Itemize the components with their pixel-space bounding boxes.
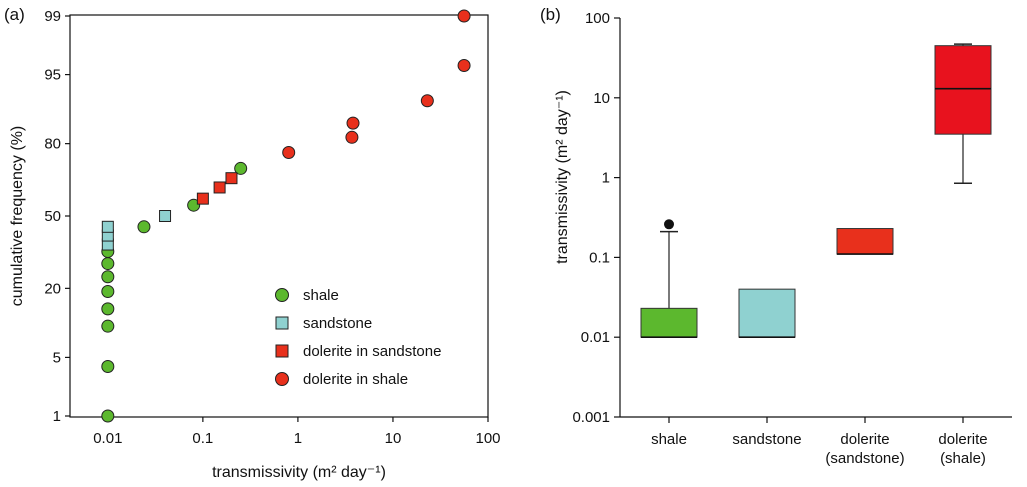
panel-a-y-tick-label-50: 50 bbox=[44, 208, 61, 225]
panel-a-x-tick-label-100: 100 bbox=[475, 430, 500, 447]
box-sandstone bbox=[738, 288, 796, 338]
panel-a-x-ticks: 0.01 0.1 1 10 100 bbox=[93, 417, 501, 447]
panel-a-y-ticks: 1 5 20 50 80 95 99 bbox=[44, 8, 70, 425]
point-shale-5 bbox=[101, 284, 115, 298]
legend-marker-shale bbox=[275, 288, 289, 302]
point-dolerite-in-shale-4 bbox=[420, 94, 434, 108]
box-shale bbox=[640, 307, 698, 338]
panel-b-y-tick-label-0-001: 0.001 bbox=[572, 409, 610, 426]
panel-b-label: (b) bbox=[540, 5, 561, 24]
point-shale-10 bbox=[187, 198, 201, 212]
point-shale-7 bbox=[101, 257, 115, 271]
panel-a: (a) 0.01 0.1 1 10 100 1 5 20 50 80 95 99 transmiss… bbox=[4, 5, 501, 481]
legend-label-shale: shale bbox=[303, 287, 339, 304]
point-sandstone-4 bbox=[159, 210, 172, 222]
panel-a-y-tick-label-5: 5 bbox=[53, 349, 61, 366]
panel-b-category-label-shale: shale bbox=[651, 431, 687, 448]
legend-marker-dolerite-in-shale bbox=[275, 372, 289, 386]
panel-b-category-label-sandstone: sandstone bbox=[732, 431, 801, 448]
legend-label-dolerite-in-shale: dolerite in shale bbox=[303, 371, 408, 388]
panel-a-x-tick-label-0-1: 0.1 bbox=[192, 430, 213, 447]
point-dolerite-in-shale-1 bbox=[282, 145, 296, 159]
panel-b-y-tick-label-0-01: 0.01 bbox=[581, 329, 610, 346]
panel-b-y-tick-label-10: 10 bbox=[593, 90, 610, 107]
point-shale-11 bbox=[234, 161, 248, 175]
point-dolerite-in-shale-6 bbox=[457, 9, 471, 23]
panel-a-x-axis-label: transmissivity (m² day⁻¹) bbox=[212, 464, 386, 481]
panel-a-label: (a) bbox=[4, 5, 25, 24]
panel-a-x-tick-label-0-01: 0.01 bbox=[93, 430, 122, 447]
panel-a-x-tick-label-1: 1 bbox=[294, 430, 302, 447]
legend-label-dolerite-in-sandstone: dolerite in sandstone bbox=[303, 343, 441, 360]
point-dolerite-in-shale-2 bbox=[345, 130, 359, 144]
legend-marker-dolerite-in-sandstone bbox=[275, 344, 289, 358]
panel-a-y-tick-label-20: 20 bbox=[44, 280, 61, 297]
panel-b-category-label-dolerite-shale-line-1: dolerite bbox=[938, 431, 987, 448]
panel-b-category-label-dolerite-sandstone-line-1: dolerite bbox=[840, 431, 889, 448]
panel-a-y-tick-label-1: 1 bbox=[53, 408, 61, 425]
point-dolerite-in-shale-5 bbox=[457, 58, 471, 72]
point-shale-3 bbox=[101, 319, 115, 333]
panel-a-y-axis-label: cumulative frequency (%) bbox=[9, 126, 26, 307]
panel-b-y-tick-label-0-1: 0.1 bbox=[589, 249, 610, 266]
panel-b-y-tick-label-100: 100 bbox=[585, 10, 610, 27]
panel-a-x-tick-label-10: 10 bbox=[385, 430, 402, 447]
panel-b-y-tick-label-1: 1 bbox=[602, 170, 610, 187]
legend-marker-sandstone bbox=[275, 316, 289, 330]
box-dolerite-sandstone bbox=[836, 228, 894, 255]
point-sandstone-3 bbox=[101, 220, 114, 233]
point-dolerite-in-sandstone-1 bbox=[196, 192, 209, 205]
point-shale-1 bbox=[101, 409, 115, 423]
point-shale-6 bbox=[101, 270, 115, 284]
panel-b-category-label-dolerite-sandstone-line-2: (sandstone) bbox=[825, 450, 904, 467]
panel-a-y-tick-label-95: 95 bbox=[44, 67, 61, 84]
panel-b-y-ticks: 0.001 0.01 0.1 1 10 100 bbox=[572, 10, 620, 426]
point-shale-9 bbox=[137, 220, 151, 234]
point-shale-2 bbox=[101, 360, 115, 374]
panel-a-y-tick-label-99: 99 bbox=[44, 8, 61, 25]
panel-b-boxes bbox=[640, 43, 992, 339]
panel-b-category-label-dolerite-shale-line-2: (shale) bbox=[940, 450, 986, 467]
point-dolerite-in-sandstone-3 bbox=[225, 172, 238, 185]
box-dolerite-shale bbox=[934, 45, 992, 135]
panel-a-y-tick-label-80: 80 bbox=[44, 136, 61, 153]
point-shale-4 bbox=[101, 302, 115, 316]
point-dolerite-in-shale-3 bbox=[346, 116, 360, 130]
panel-a-legend: shale sandstone dolerite in sandstone doler… bbox=[275, 287, 441, 388]
panel-b-category-labels: shale sandstone dolerite (sandstone) dolerit… bbox=[651, 417, 988, 467]
panel-b: (b) 0.001 0.01 0.1 1 10 100 transmissivity (m… bbox=[540, 5, 1012, 467]
panel-a-points bbox=[101, 9, 471, 423]
point-dolerite-in-sandstone-2 bbox=[213, 181, 226, 194]
legend-label-sandstone: sandstone bbox=[303, 315, 372, 332]
box-shale-outlier-1 bbox=[664, 219, 674, 230]
panel-b-y-axis-label: transmissivity (m² day⁻¹) bbox=[554, 90, 571, 264]
